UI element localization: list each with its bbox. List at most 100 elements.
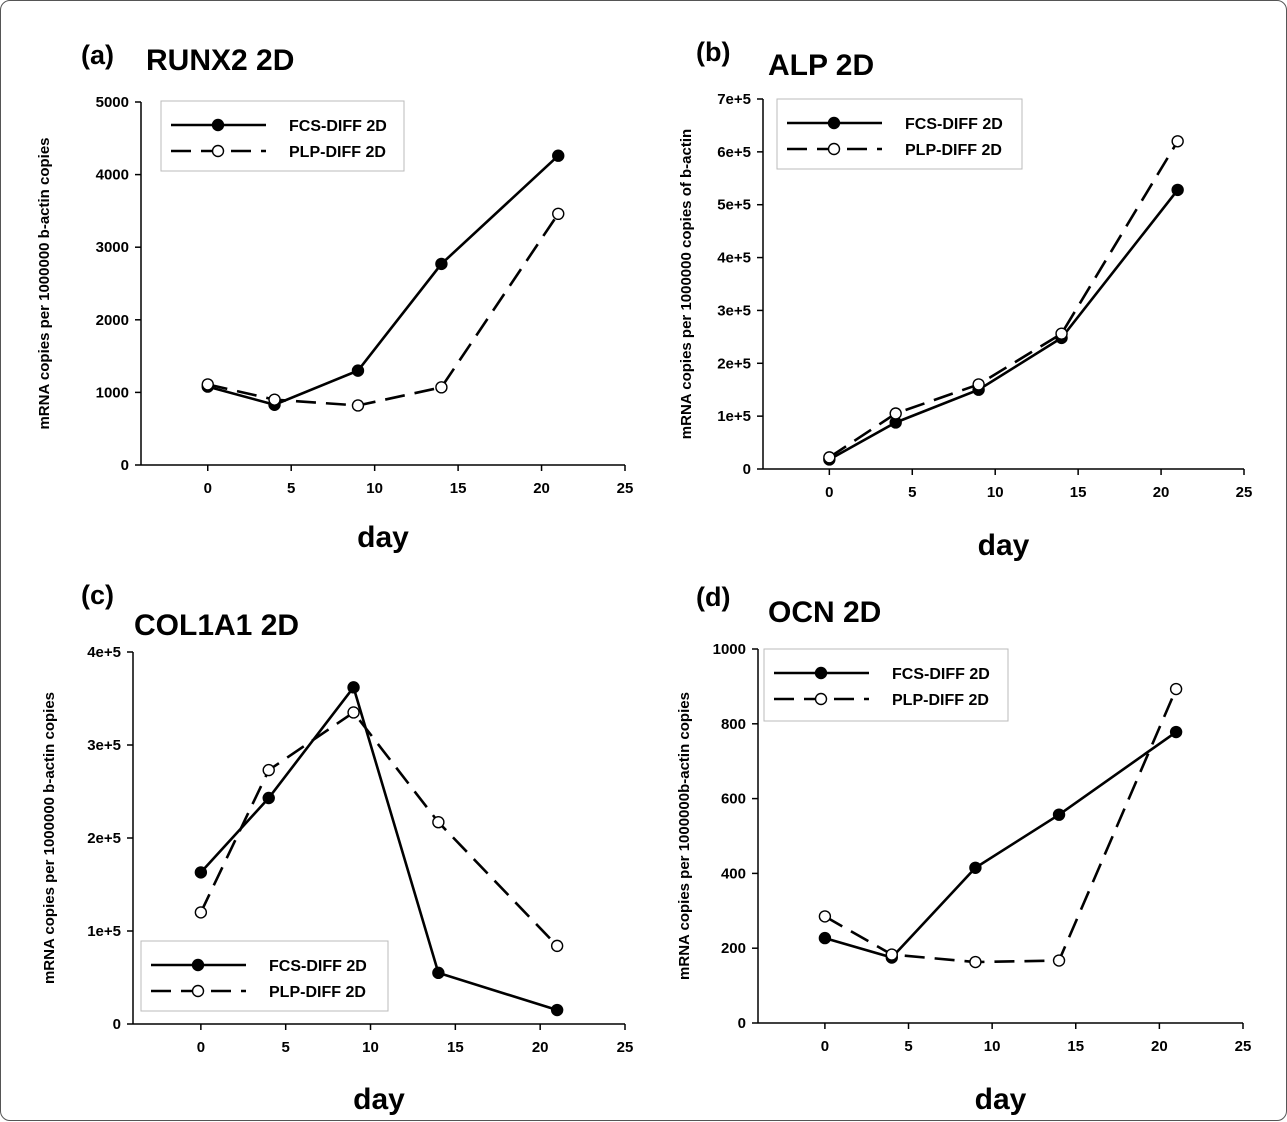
y-axis-label: mRNA copies per 1000000 b-actin copies: [36, 137, 53, 429]
x-tick-label: 20: [1153, 484, 1170, 501]
series-line-2: [207, 213, 560, 407]
x-axis-label: day: [353, 1083, 405, 1116]
x-tick-label: 25: [1235, 1038, 1252, 1055]
x-tick-label: 10: [362, 1039, 379, 1056]
x-tick-label: 0: [204, 480, 212, 497]
data-point: [1052, 954, 1066, 967]
y-tick-label: 1e+5: [87, 923, 121, 940]
x-tick-label: 0: [825, 484, 833, 501]
legend-box: [160, 100, 405, 172]
x-tick-label: 5: [282, 1039, 290, 1056]
y-tick-label: 6e+5: [717, 144, 751, 161]
x-tick-label: 5: [287, 480, 295, 497]
data-point: [268, 393, 281, 406]
data-point: [969, 955, 982, 969]
y-tick-label: 5000: [96, 94, 129, 111]
x-tick-label: 10: [984, 1038, 1001, 1055]
legend-entry: PLP-DIFF 2D: [269, 984, 366, 1001]
legend-marker: [827, 142, 841, 156]
legend-marker: [211, 118, 225, 132]
data-point: [432, 966, 445, 980]
data-point: [550, 939, 564, 953]
legend-entry: FCS-DIFF 2D: [892, 666, 990, 683]
chart-panel-1: (a) RUNX2 2D 0 1000 2000 3000 4000 5000 0 5 10 15 20…: [36, 40, 633, 554]
series-line-1: [207, 154, 560, 407]
legend: FCS-DIFF 2D PLP-DIFF 2D: [763, 648, 1009, 722]
legend-marker: [211, 144, 225, 158]
y-tick-label: 1000: [96, 384, 129, 401]
x-tick-label: 15: [1070, 484, 1087, 501]
y-tick-label: 2e+5: [87, 830, 121, 847]
x-axis-label: day: [357, 521, 409, 554]
data-point: [201, 378, 214, 391]
data-point: [262, 791, 275, 805]
legend-marker: [827, 116, 841, 130]
data-point: [262, 763, 275, 777]
y-tick-label: 2000: [96, 312, 129, 329]
data-point: [818, 931, 832, 945]
chart-title: ALP 2D: [768, 49, 874, 82]
data-point: [1171, 135, 1184, 148]
x-tick-label: 20: [1151, 1038, 1168, 1055]
legend-box: [776, 98, 1023, 170]
x-tick-label: 15: [450, 480, 467, 497]
x-tick-label: 10: [987, 484, 1004, 501]
y-axis-label: mRNA copies per 1000000 b-actin copies: [41, 692, 58, 984]
y-tick-label: 2e+5: [717, 355, 751, 372]
panel-letter: (c): [81, 580, 114, 610]
x-tick-label: 15: [1067, 1038, 1084, 1055]
chart-title: COL1A1 2D: [134, 609, 299, 642]
legend-marker: [191, 958, 205, 972]
y-tick-label: 1000: [713, 641, 746, 658]
legend-marker: [191, 984, 205, 998]
legend-entry: FCS-DIFF 2D: [905, 116, 1003, 133]
legend: FCS-DIFF 2D PLP-DIFF 2D: [160, 100, 405, 172]
legend: FCS-DIFF 2D PLP-DIFF 2D: [140, 940, 389, 1012]
data-point: [1169, 725, 1183, 739]
data-point: [889, 407, 902, 420]
data-point: [432, 815, 445, 829]
x-tick-label: 25: [617, 480, 634, 497]
data-point: [435, 257, 448, 271]
data-point: [552, 207, 565, 221]
chart-panel-2: (b) ALP 2D 0 1e+5 2e+5 3e+5 4e+5 5e+5 6e+5 7e+5 0 5…: [678, 37, 1252, 562]
y-tick-label: 1e+5: [717, 408, 751, 425]
series-line-2: [828, 140, 1179, 459]
y-tick-label: 0: [743, 461, 751, 478]
legend-entry: PLP-DIFF 2D: [905, 142, 1002, 159]
data-point: [435, 381, 448, 394]
y-tick-label: 800: [721, 716, 746, 733]
y-tick-label: 0: [738, 1015, 746, 1032]
data-point: [347, 706, 360, 719]
x-axis-label: day: [978, 529, 1030, 562]
x-tick-label: 20: [532, 1039, 549, 1056]
panel-letter: (d): [696, 582, 730, 612]
legend-entry: FCS-DIFF 2D: [269, 958, 367, 975]
y-tick-label: 0: [121, 457, 129, 474]
x-tick-label: 0: [821, 1038, 829, 1055]
y-tick-label: 3e+5: [717, 302, 751, 319]
chart-title: RUNX2 2D: [146, 44, 294, 77]
y-tick-label: 4e+5: [717, 250, 751, 267]
legend-entry: PLP-DIFF 2D: [289, 144, 386, 161]
data-point: [1052, 808, 1066, 821]
data-point: [351, 364, 365, 377]
legend-box: [763, 648, 1009, 722]
y-tick-label: 0: [113, 1016, 121, 1033]
data-point: [1169, 682, 1183, 696]
data-point: [972, 378, 985, 391]
y-tick-label: 400: [721, 865, 746, 882]
x-tick-label: 0: [197, 1039, 205, 1056]
legend-entry: FCS-DIFF 2D: [289, 118, 387, 135]
legend-entry: PLP-DIFF 2D: [892, 692, 989, 709]
legend-box: [140, 940, 389, 1012]
data-point: [1055, 327, 1068, 340]
x-tick-label: 25: [617, 1039, 634, 1056]
panel-letter: (b): [696, 37, 730, 67]
chart-title: OCN 2D: [768, 596, 881, 629]
series-line-2: [824, 688, 1178, 964]
x-tick-label: 5: [908, 484, 916, 501]
data-point: [1171, 183, 1184, 197]
